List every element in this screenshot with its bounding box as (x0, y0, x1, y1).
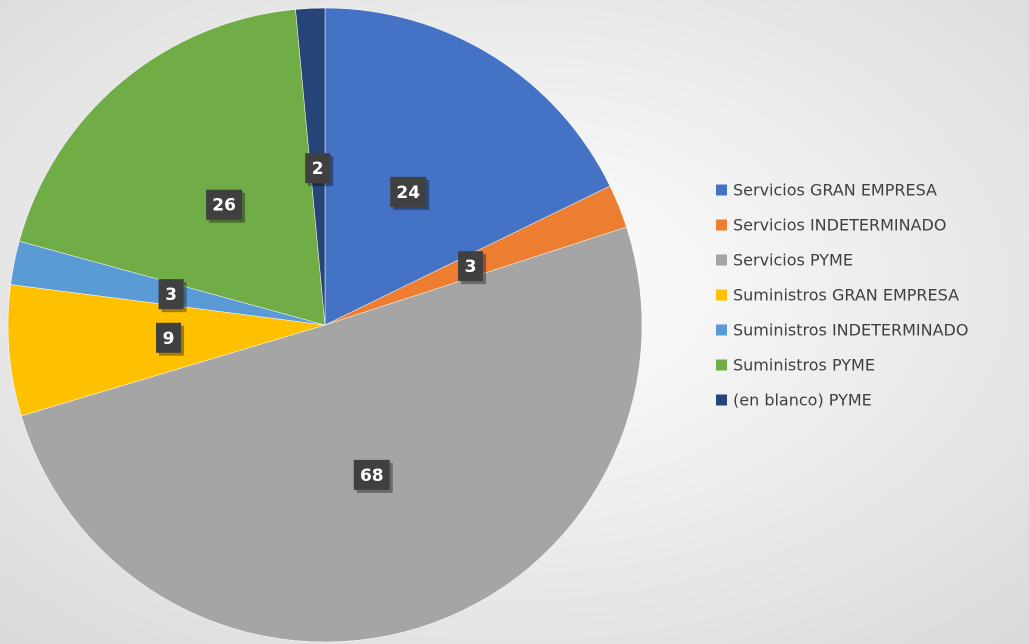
legend-swatch (716, 219, 727, 231)
legend-swatch (716, 184, 727, 196)
data-label-box (158, 279, 184, 310)
legend-label: Servicios GRAN EMPRESA (733, 181, 937, 200)
data-label-box (156, 322, 182, 353)
data-label: 24 (396, 183, 420, 203)
data-label: 3 (165, 285, 177, 305)
legend-swatch (716, 359, 727, 371)
data-label: 2 (312, 159, 324, 179)
legend-swatch (716, 289, 727, 301)
legend-label: Suministros INDETERMINADO (733, 321, 968, 340)
legend-label: Suministros PYME (733, 356, 875, 375)
data-label-box (206, 189, 243, 220)
legend-swatch (716, 324, 727, 336)
data-label: 68 (360, 466, 384, 486)
data-label-box (305, 153, 331, 184)
legend-label: Servicios INDETERMINADO (733, 216, 946, 235)
data-label-box (353, 459, 390, 490)
legend-label: Suministros GRAN EMPRESA (733, 286, 959, 305)
data-label-box (390, 176, 427, 207)
data-label: 9 (163, 329, 175, 349)
data-label: 3 (465, 257, 477, 277)
legend-label: Servicios PYME (733, 251, 853, 270)
legend-label: (en blanco) PYME (733, 391, 872, 410)
pie-slice (18, 9, 326, 326)
legend-swatch (716, 394, 727, 406)
data-label: 26 (212, 196, 236, 216)
legend-swatch (716, 254, 727, 266)
pie-slice (21, 226, 643, 643)
pie-slice (324, 7, 611, 326)
data-label-box (458, 251, 484, 282)
